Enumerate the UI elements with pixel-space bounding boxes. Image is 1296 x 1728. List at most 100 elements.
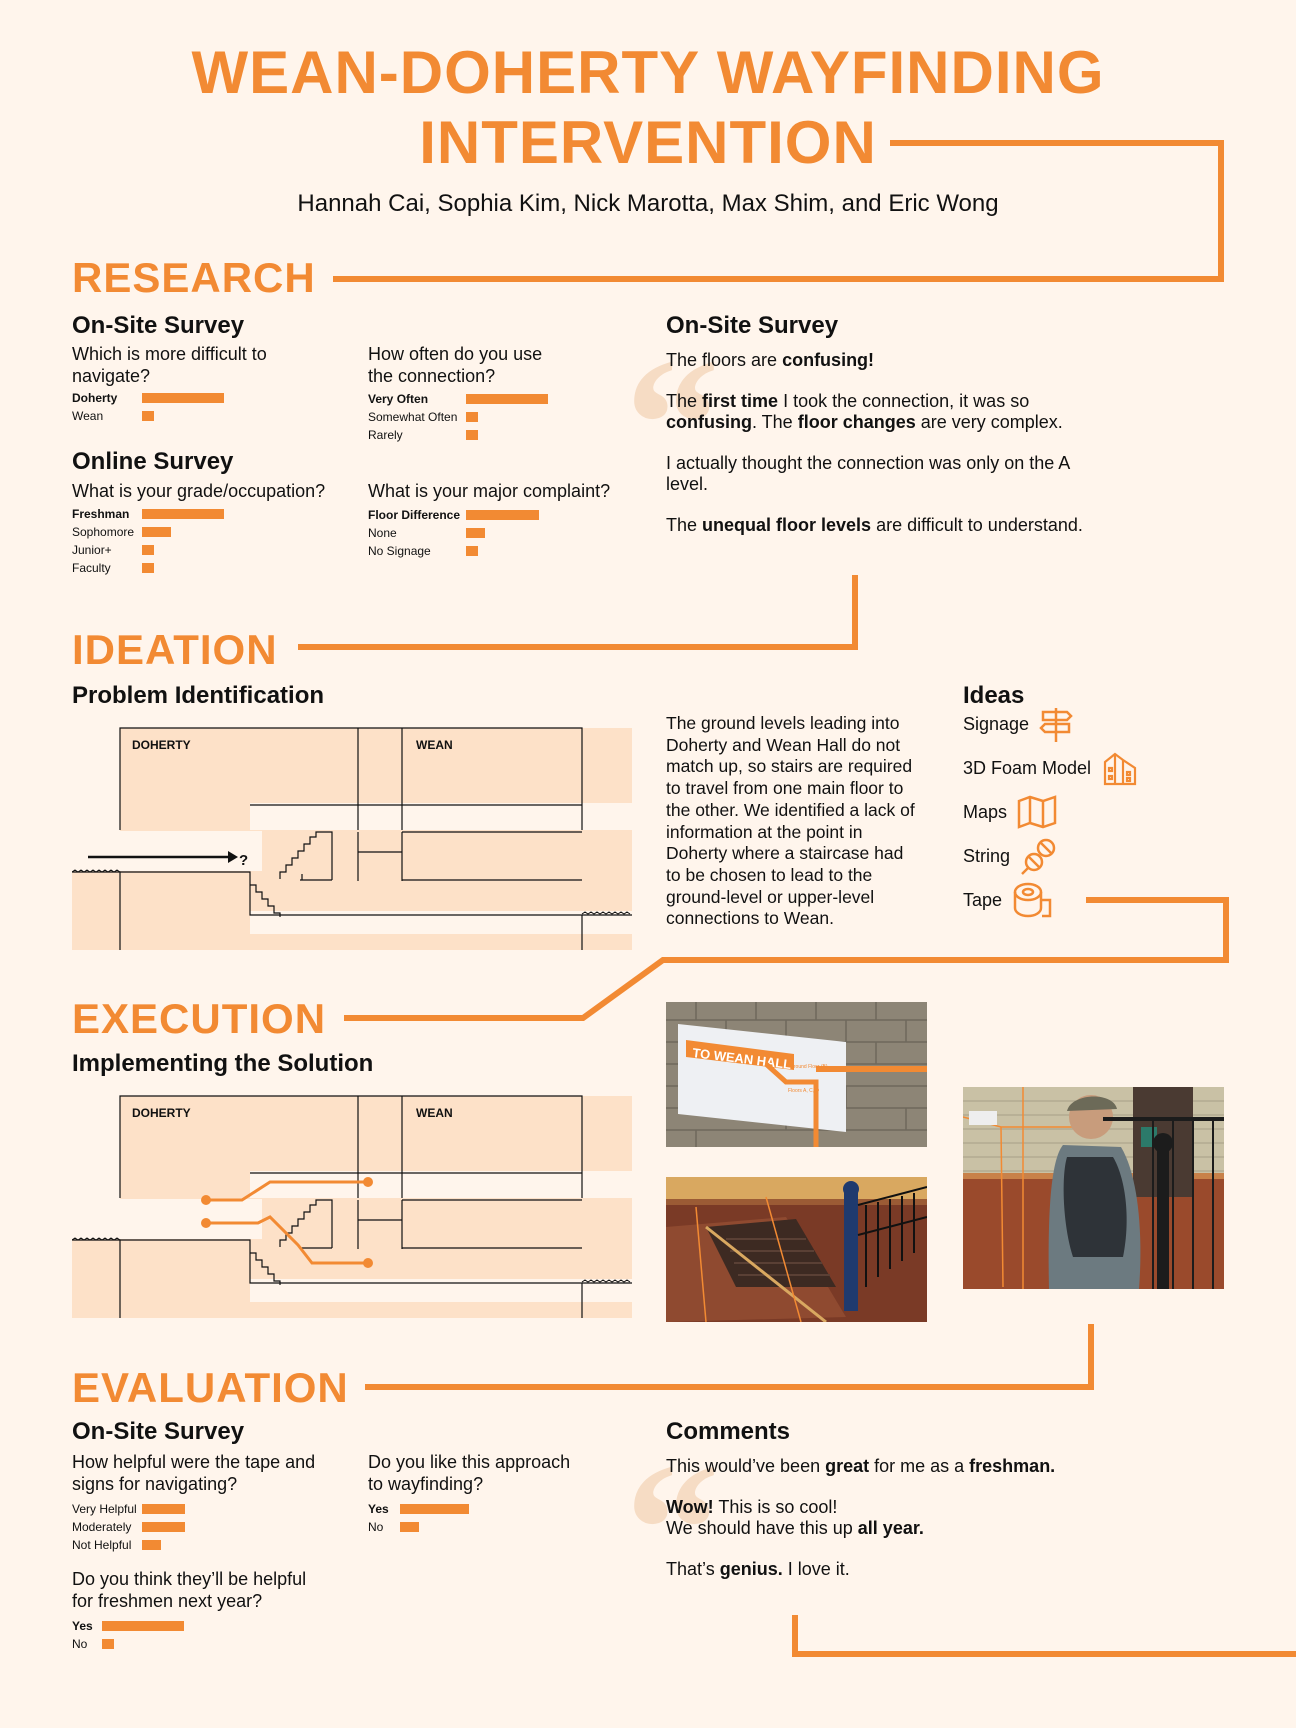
bar xyxy=(142,1504,185,1514)
bar-label: Sophomore xyxy=(72,525,135,539)
bar xyxy=(400,1522,419,1532)
idea-label: Maps xyxy=(963,801,1008,822)
idea-tape: Tape xyxy=(963,878,1139,922)
execution-connector-line xyxy=(365,1324,1094,1390)
quote-mark-decoration: “ xyxy=(625,1425,720,1635)
bar-row: No xyxy=(72,1635,184,1653)
bar-chart-helpful: Very Helpful Moderately Not Helpful xyxy=(72,1500,185,1554)
ideation-connector-line xyxy=(344,897,1229,1021)
idea-string: String xyxy=(963,834,1139,878)
bar-label: No xyxy=(72,1637,88,1651)
building-model-icon xyxy=(1103,752,1137,786)
route-end-dot xyxy=(363,1258,373,1268)
research-connector-line xyxy=(298,575,858,650)
wean-label: WEAN xyxy=(416,738,453,752)
bar-row: None xyxy=(368,524,539,542)
bar xyxy=(142,411,154,421)
research-quotes: The floors are confusing! The first time … xyxy=(666,350,1106,556)
bar xyxy=(102,1639,114,1649)
question-usage: How often do you use the connection? xyxy=(368,344,543,386)
bar-row: Not Helpful xyxy=(72,1536,185,1554)
page-title-line2: INTERVENTION xyxy=(419,109,877,176)
bar-chart-freshmen: Yes No xyxy=(72,1617,184,1653)
bar-row: Moderately xyxy=(72,1518,185,1536)
bar xyxy=(102,1621,184,1631)
photo-stairwell xyxy=(666,1177,927,1322)
question-difficulty: Which is more difficult to navigate? xyxy=(72,344,267,386)
question-helpful: How helpful were the tape and signs for … xyxy=(72,1452,316,1494)
research-heading: RESEARCH xyxy=(72,254,316,301)
string-icon xyxy=(1021,838,1056,875)
question-grade: What is your grade/occupation? xyxy=(72,481,326,501)
bar-row: Doherty xyxy=(72,389,224,407)
solution-diagram: DOHERTY WEAN xyxy=(72,1095,632,1318)
bar-chart-approach: Yes No xyxy=(368,1500,469,1536)
lower-route-line xyxy=(206,1215,368,1265)
map-icon xyxy=(1017,795,1057,829)
bar-chart-grade: Freshman Sophomore Junior+ Faculty xyxy=(72,505,224,577)
sign-small-text: Floors A, C, D xyxy=(788,1088,820,1094)
bar-label: Wean xyxy=(72,409,104,423)
route-start-dot xyxy=(201,1218,211,1228)
upper-route-line xyxy=(206,1180,368,1202)
question-approach: Do you like this approach to wayfinding? xyxy=(368,1452,571,1494)
idea-signage: Signage xyxy=(963,702,1139,746)
bar-label: No Signage xyxy=(368,544,431,558)
tape-icon xyxy=(1013,882,1052,918)
bar-row: Freshman xyxy=(72,505,224,523)
idea-label: Tape xyxy=(963,889,1003,910)
execution-heading: EXECUTION xyxy=(72,995,327,1042)
implementing-solution-heading: Implementing the Solution xyxy=(72,1050,374,1077)
bar-row: Sophomore xyxy=(72,523,224,541)
doherty-label: DOHERTY xyxy=(132,1106,191,1120)
bar xyxy=(466,510,539,520)
ideas-list: Signage 3D Foam Model Maps String Tape xyxy=(963,702,1139,922)
bar-row: Junior+ xyxy=(72,541,224,559)
bar-label: Not Helpful xyxy=(72,1538,132,1552)
question-freshmen: Do you think they’ll be helpful for fres… xyxy=(72,1569,307,1611)
quote-paragraph: Wow! This is so cool! We should have this… xyxy=(666,1497,924,1538)
bar xyxy=(142,509,224,519)
bar-chart-difficulty: Doherty Wean xyxy=(72,389,224,425)
problem-identification-heading: Problem Identification xyxy=(72,682,325,709)
comments-heading: Comments xyxy=(666,1418,791,1445)
bar-label: Very Often xyxy=(368,392,429,406)
bar-row: Very Often xyxy=(368,390,548,408)
bar-label: Moderately xyxy=(72,1520,132,1534)
bar xyxy=(142,1540,161,1550)
signpost-icon xyxy=(1039,708,1073,742)
quote-paragraph: The floors are confusing! xyxy=(666,350,875,370)
bar-label: Rarely xyxy=(368,428,403,442)
bar-label: Floor Difference xyxy=(368,508,461,522)
bar-label: Freshman xyxy=(72,507,130,521)
bar-chart-complaint: Floor Difference None No Signage xyxy=(368,506,539,560)
quotes-heading: On-Site Survey xyxy=(666,312,839,339)
ideas-heading: Ideas xyxy=(963,682,1025,709)
idea-label: 3D Foam Model xyxy=(963,757,1092,778)
bar-label: No xyxy=(368,1520,384,1534)
photo-student-stairs xyxy=(963,1087,1224,1289)
bar xyxy=(142,393,224,403)
idea-maps: Maps xyxy=(963,790,1139,834)
sign-small-text: Ground Floor (B) xyxy=(790,1064,828,1070)
bar xyxy=(466,528,485,538)
evaluation-heading: EVALUATION xyxy=(72,1364,349,1411)
problem-description: The ground levels leading into Doherty a… xyxy=(666,713,915,929)
bar xyxy=(400,1504,469,1514)
bar xyxy=(142,545,154,555)
bar-label: Yes xyxy=(72,1619,93,1633)
bar-row: Faculty xyxy=(72,559,224,577)
evaluation-connector-line xyxy=(792,1615,1296,1657)
bar-label: None xyxy=(368,526,397,540)
bar xyxy=(142,563,154,573)
bar xyxy=(466,394,548,404)
quote-paragraph: That’s genius. I love it. xyxy=(666,1559,850,1579)
bar-label: Somewhat Often xyxy=(368,410,458,424)
bar-row: Very Helpful xyxy=(72,1500,185,1518)
authors: Hannah Cai, Sophia Kim, Nick Marotta, Ma… xyxy=(297,190,999,217)
onsite-survey-heading: On-Site Survey xyxy=(72,312,245,339)
quote-paragraph: I actually thought the connection was on… xyxy=(666,453,1070,494)
eval-onsite-heading: On-Site Survey xyxy=(72,1418,245,1445)
bar xyxy=(466,412,478,422)
